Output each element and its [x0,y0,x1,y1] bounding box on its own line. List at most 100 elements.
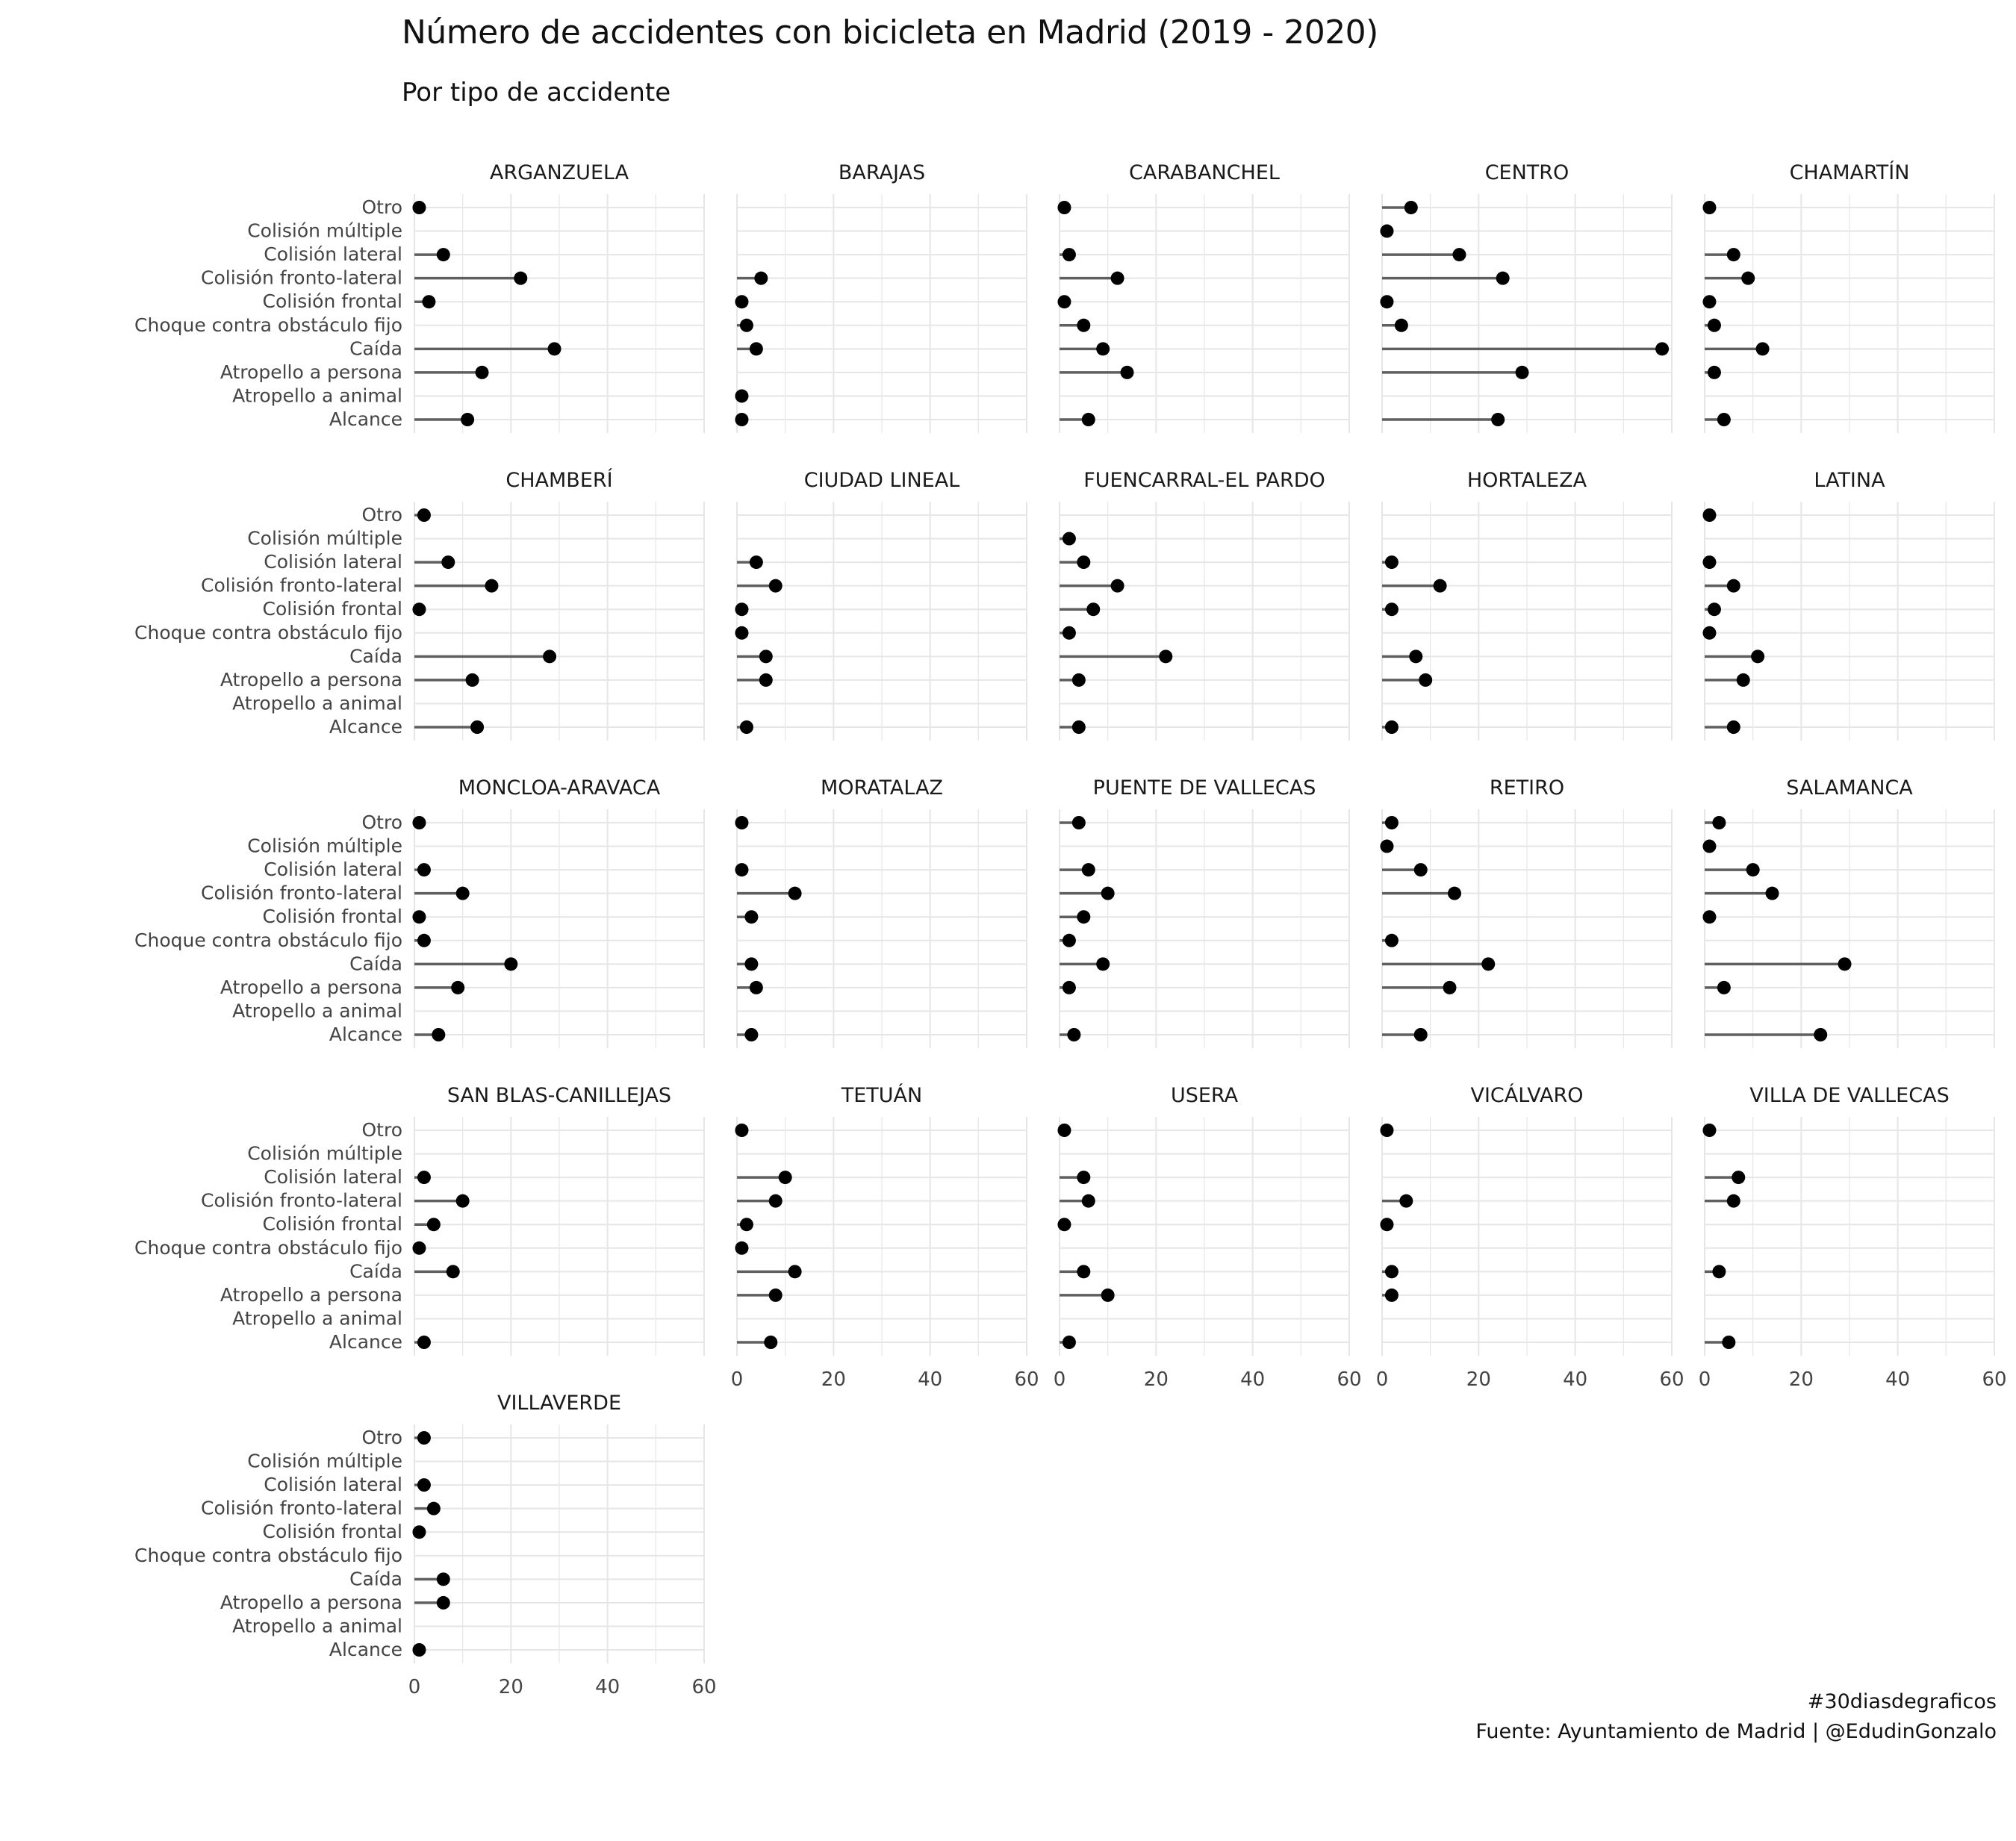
lollipop-point [1712,1265,1726,1279]
lollipop-point [461,413,475,426]
lollipop-point [1751,650,1765,664]
facet-panel: CHAMARTÍN [1702,161,1995,433]
lollipop-point [1702,910,1717,924]
lollipop-point [1404,201,1418,214]
lollipop-point [1096,342,1110,356]
lollipop-point [1413,863,1428,877]
lollipop-point [465,673,479,687]
facet-panel: SALAMANCA [1702,776,1995,1048]
lollipop-point [1057,1218,1071,1232]
y-tick-label: Atropello a persona [220,976,402,998]
lollipop-point [417,508,431,522]
lollipop-point [1736,673,1750,687]
y-tick-label: Atropello a animal [232,1615,402,1636]
lollipop-point [1702,295,1717,309]
lollipop-point [426,1501,441,1516]
caption-source: Fuente: Ayuntamiento de Madrid | @Edudin… [1475,1720,1997,1743]
lollipop-point [1726,720,1740,734]
facet-label: SALAMANCA [1786,776,1913,800]
lollipop-point [735,389,749,403]
y-tick-label: Choque contra obstáculo fijo [134,622,402,644]
lollipop-point [417,933,431,947]
chart-title: Número de accidentes con bicicleta en Ma… [402,13,1378,52]
lollipop-point [1443,980,1457,994]
y-tick-label: Alcance [329,1331,402,1353]
lollipop-point [1086,602,1101,617]
lollipop-point [412,1643,426,1657]
lollipop-point [1515,365,1529,379]
lollipop-point [1707,602,1721,617]
lollipop-point [1702,508,1717,522]
x-tick-label: 60 [1014,1368,1039,1391]
lollipop-point [1077,1171,1091,1185]
lollipop-point [1096,957,1110,971]
y-tick-label: Otro [361,1427,402,1448]
x-tick-label: 20 [1466,1368,1491,1391]
facet-panel: BARAJAS [735,161,1027,433]
lollipop-point [1448,886,1461,900]
x-tick-label: 40 [1240,1368,1265,1391]
lollipop-point [1838,957,1852,971]
y-tick-label: Atropello a persona [220,669,402,691]
lollipop-point [1380,295,1394,309]
lollipop-point [451,980,465,994]
lollipop-point [514,271,528,285]
lollipop-point [744,910,759,924]
lollipop-point [1062,248,1076,262]
x-tick-label: 20 [821,1368,846,1391]
y-tick-label: Colisión lateral [264,1166,402,1188]
lollipop-point [1384,720,1399,734]
lollipop-point [735,295,749,309]
lollipop-point [759,650,773,664]
facet-label: PUENTE DE VALLECAS [1093,776,1316,800]
lollipop-point [412,602,426,617]
y-tick-label: Alcance [329,716,402,738]
y-tick-label: Otro [361,196,402,218]
facet-label: RETIRO [1490,776,1564,800]
lollipop-point [759,673,773,687]
lollipop-point [1077,910,1091,924]
lollipop-point [735,1124,749,1137]
facet-label: CHAMARTÍN [1790,161,1910,184]
lollipop-point [1077,1265,1091,1279]
lollipop-point [1481,957,1496,971]
y-tick-label: Atropello a animal [232,384,402,406]
x-tick-label: 0 [408,1676,421,1698]
lollipop-point [735,413,749,426]
facet-panel: HORTALEZA [1381,469,1673,741]
y-tick-label: Colisión lateral [264,859,402,880]
lollipop-point [735,863,749,877]
lollipop-point [1081,413,1095,426]
y-tick-label: Colisión fronto-lateral [201,1498,402,1519]
lollipop-point [788,886,802,900]
lollipop-point [455,886,470,900]
lollipop-point [1707,318,1721,332]
lollipop-point [1380,224,1394,238]
lollipop-point [417,1478,431,1492]
facet-label: CENTRO [1485,161,1569,184]
lollipop-point [455,1194,470,1208]
lollipop-point [417,863,431,877]
lollipop-point [1712,816,1726,829]
lollipop-point [436,1595,450,1610]
lollipop-point [735,626,749,640]
lollipop-point [1077,318,1091,332]
lollipop-point [1384,816,1399,829]
lollipop-point [1384,555,1399,570]
facet-panel: CIUDAD LINEAL [735,469,1027,741]
facet-label: CHAMBERÍ [505,468,612,492]
y-tick-label: Colisión lateral [264,1474,402,1495]
lollipop-point [1755,342,1770,356]
y-tick-label: Colisión frontal [263,1213,402,1235]
lollipop-point [1419,673,1433,687]
x-tick-label: 60 [1659,1368,1684,1391]
y-tick-label: Alcance [329,1639,402,1660]
lollipop-point [778,1171,792,1185]
x-tick-label: 0 [731,1368,744,1391]
y-tick-label: Colisión frontal [263,1521,402,1542]
lollipop-point [436,248,450,262]
y-tick-label: Atropello a persona [220,361,402,383]
lollipop-point [1057,201,1071,214]
y-tick-label: Atropello a animal [232,1307,402,1329]
